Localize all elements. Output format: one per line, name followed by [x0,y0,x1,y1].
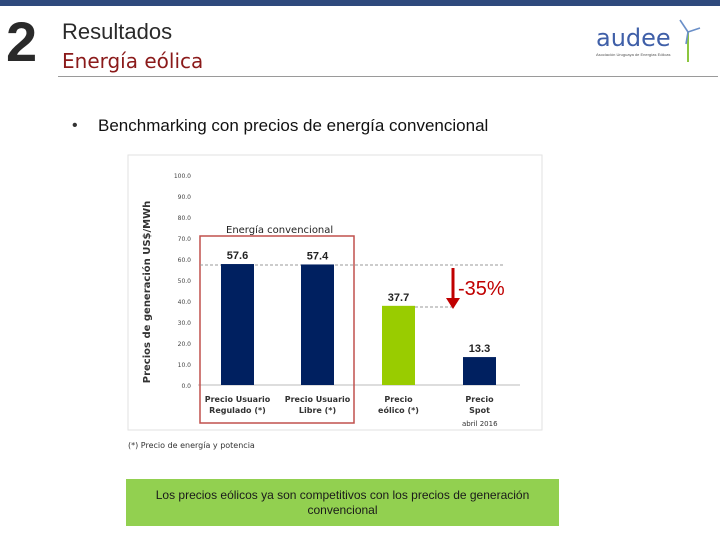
reduction-arrowhead [446,298,460,309]
x-tick-label: Precio Usuario [205,395,271,404]
y-axis-ticks: 0.0 10.0 20.0 30.0 40.0 50.0 60.0 70.0 80.0 90.0 1… [174,173,191,390]
top-accent-bar [0,0,720,6]
audee-logo: audee Asociación Uruguaya de Energías Eó… [592,14,716,64]
x-tick-label: Spot [469,406,490,415]
conclusion-text: Los precios eólicos ya son competitivos … [155,487,530,517]
y-tick-label: 40.0 [178,299,192,306]
bars-group: 57.6 Precio Usuario Regulado (*) 57.4 Precio… [205,250,496,415]
conventional-energy-label: Energía convencional [226,224,333,236]
bar-value-label: 13.3 [469,343,490,355]
bar [382,305,415,385]
y-axis-label: Precios de generación US$/MWh [141,201,153,384]
y-tick-label: 80.0 [178,215,192,222]
slide-title: Resultados [62,19,173,44]
y-tick-label: 0.0 [181,383,191,390]
x-tick-label: Precio Usuario [285,395,351,404]
x-tick-label: eólico (*) [378,405,419,415]
bar-value-label: 57.6 [227,250,248,262]
header-divider [58,76,718,77]
wind-turbine-icon [679,19,701,62]
x-tick-label: Regulado (*) [209,406,266,415]
x-tick-label: Precio [465,395,494,404]
y-tick-label: 70.0 [178,236,192,243]
bar [221,264,254,385]
bullet-marker: • [72,117,78,134]
x-tick-label: Precio [384,395,413,404]
bullet-text: Benchmarking con precios de energía conv… [98,116,489,135]
y-tick-label: 10.0 [178,362,192,369]
bar [301,264,334,385]
y-tick-label: 90.0 [178,194,192,201]
y-tick-label: 100.0 [174,173,191,180]
section-number: 2 [6,10,38,73]
y-tick-label: 60.0 [178,257,192,264]
conventional-energy-box [199,235,355,424]
bar-value-label: 57.4 [307,250,329,262]
x-tick-label: Libre (*) [299,406,336,415]
slide-subtitle: Energía eólica [62,49,204,73]
conclusion-box: Los precios eólicos ya son competitivos … [126,479,559,526]
footnote: (*) Precio de energía y potencia [128,441,255,450]
y-tick-label: 30.0 [178,320,192,327]
logo-wordmark: audee [596,24,671,52]
y-tick-label: 50.0 [178,278,192,285]
bar [463,357,496,385]
date-label: abril 2016 [462,420,498,428]
reduction-percent: -35% [458,278,505,300]
y-tick-label: 20.0 [178,341,192,348]
bar-value-label: 37.7 [388,292,409,304]
logo-tagline: Asociación Uruguaya de Energías Eólicas [596,52,671,57]
